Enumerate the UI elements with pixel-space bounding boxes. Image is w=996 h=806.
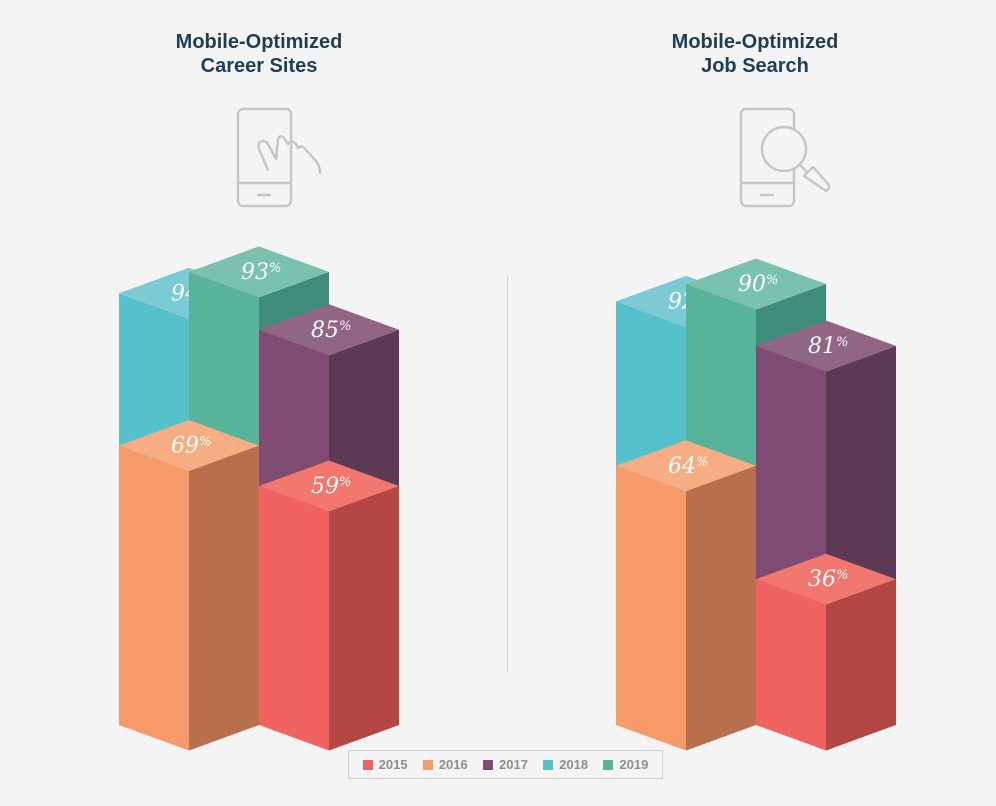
legend-label: 2019 [619,757,649,772]
chart-title-career-sites: Mobile-Optimized Career Sites [129,30,389,78]
chart-title-job-search: Mobile-Optimized Job Search [625,30,885,78]
legend: 2015 2016 2017 2018 2019 [348,750,663,779]
bar-2016-side [686,465,756,751]
bar-2016-front [616,465,686,751]
data-label-2019: 90% [738,272,778,297]
legend-item-2016: 2016 [422,757,468,772]
bar-2016-top [119,420,259,472]
data-label-2017: 85% [311,318,351,343]
title-line-2: Job Search [701,55,809,77]
bar-2016-side [189,445,259,751]
bar-2016-top [616,440,756,492]
phone-search-icon [739,107,831,208]
legend-item-2017: 2017 [483,757,528,772]
legend-swatch [603,759,614,770]
bar-2015-side [826,579,896,751]
bar-2017-top [259,304,399,356]
title-line-1: Mobile-Optimized [175,31,343,53]
phone-touch-icon [236,107,322,208]
bar-2019-top [686,258,826,310]
data-label-2017: 81% [808,334,848,359]
legend-item-2019: 2019 [603,757,648,772]
legend-label: 2016 [438,757,468,772]
bar-2015-front [259,486,329,751]
bar-2016-front [119,445,189,751]
title-line-1: Mobile-Optimized [671,31,839,53]
data-label-2016: 69% [171,434,211,459]
data-label-2016: 64% [668,454,708,479]
title-line-2: Career Sites [200,55,318,77]
data-label-2019: 93% [241,260,281,285]
legend-swatch [422,759,433,770]
legend-label: 2015 [378,757,408,772]
legend-label: 2018 [559,757,589,772]
legend-item-2015: 2015 [362,757,408,772]
bar-2015-front [756,579,826,751]
data-label-2015: 59% [311,474,351,499]
legend-swatch [362,759,373,770]
chart-divider [507,276,508,672]
data-label-2015: 36% [808,567,848,592]
legend-swatch [483,759,493,770]
legend-label: 2017 [499,757,528,772]
legend-swatch [543,759,554,770]
bar-2017-top [756,320,896,372]
bar-2015-side [329,486,399,751]
bar-2015-top [259,460,399,512]
bar-2019-top [189,246,329,298]
legend-item-2018: 2018 [543,757,588,772]
bar-2015-top [756,553,896,605]
